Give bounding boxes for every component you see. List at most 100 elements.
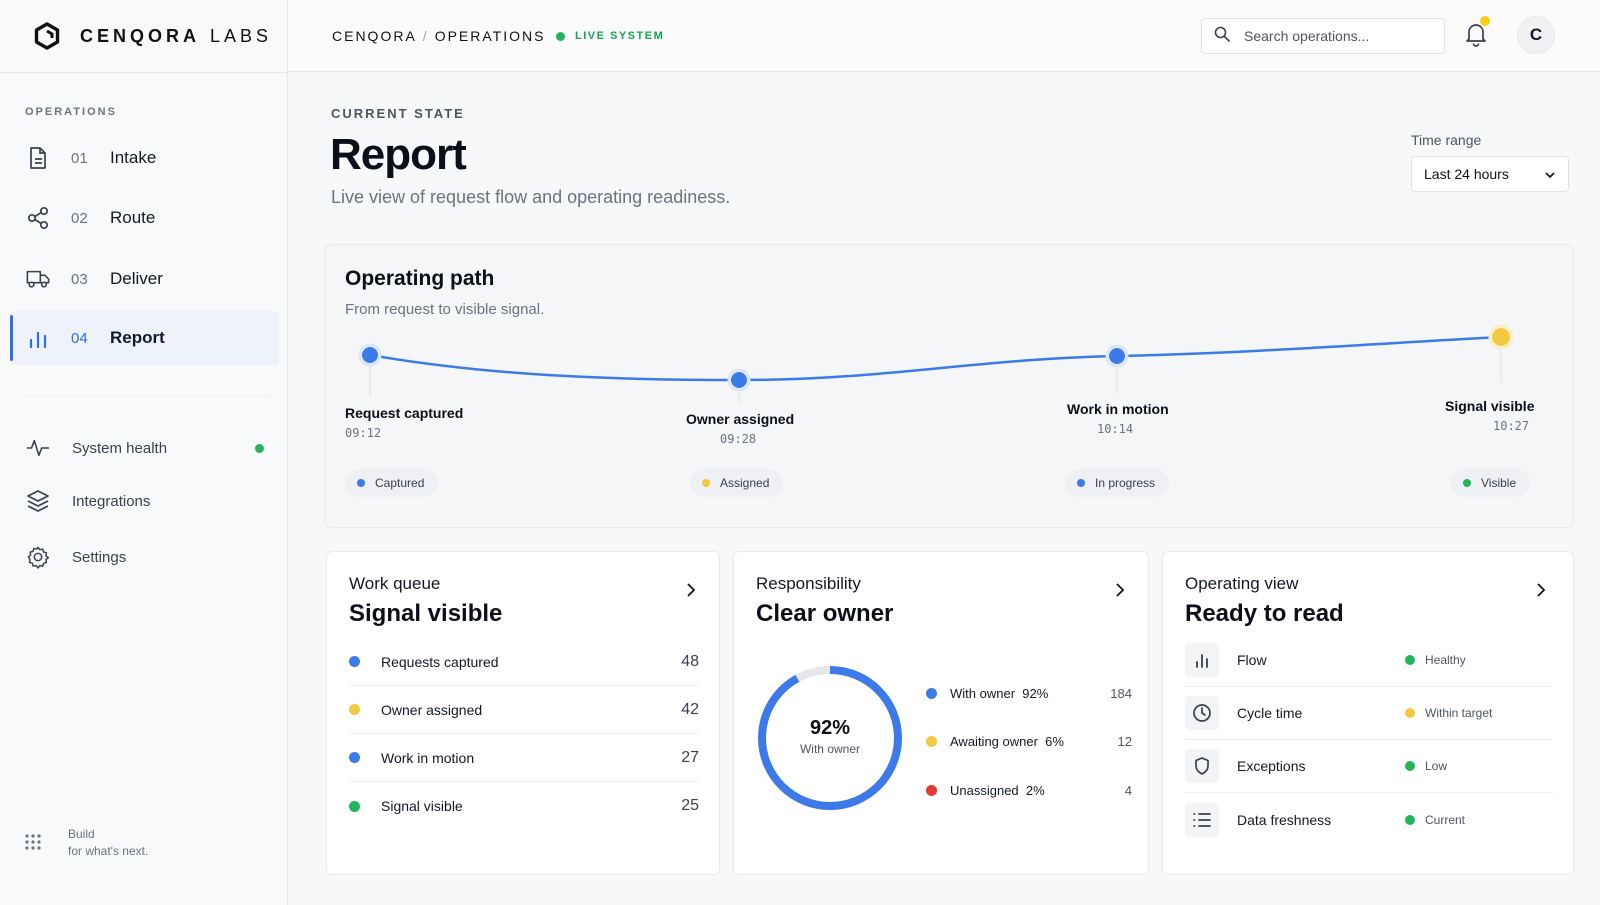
donut-label: With owner <box>799 742 861 756</box>
chevron-right-icon[interactable] <box>1533 582 1549 598</box>
search-input[interactable]: Search operations... <box>1201 18 1445 54</box>
status-text: Healthy <box>1425 653 1466 667</box>
operating-path-panel: Operating path From request to visible s… <box>324 244 1574 528</box>
status-indicator: Within target <box>1405 706 1492 720</box>
panel-subtitle: From request to visible signal. <box>345 301 545 318</box>
path-step-time: 09:12 <box>345 426 382 440</box>
chevron-right-icon[interactable] <box>1112 582 1128 598</box>
card-kicker: Work queue <box>349 574 441 593</box>
live-dot <box>556 31 565 41</box>
path-node-request-captured <box>362 347 378 363</box>
status-text: Within target <box>1425 706 1493 720</box>
work-queue-card: Work queue Signal visible Requests captu… <box>326 551 720 875</box>
sidebar-item-label: System health <box>72 439 168 457</box>
footer-line: for what's next. <box>68 844 149 858</box>
status-indicator: Current <box>1405 813 1465 827</box>
legend-value: 184 <box>1110 685 1132 701</box>
sidebar-item-label: Intake <box>110 148 157 167</box>
legend-label: Awaiting owner 6% <box>950 733 1064 749</box>
status-pill-label: Captured <box>375 476 425 490</box>
sidebar-item-integrations[interactable]: Integrations <box>10 481 279 521</box>
status-row-exceptions[interactable]: Exceptions Low <box>1185 740 1553 793</box>
shield-icon <box>1185 749 1219 783</box>
sidebar-section-label: OPERATIONS <box>25 106 117 118</box>
operating-path-chart <box>358 324 1514 403</box>
footer-text: Build for what's next. <box>68 826 148 860</box>
queue-row[interactable]: Requests captured 48 <box>349 638 699 686</box>
bar-chart-icon <box>26 326 50 350</box>
list-icon <box>1185 802 1219 837</box>
status-indicator: Healthy <box>1405 653 1466 667</box>
sidebar-item-system-health[interactable]: System health <box>10 428 279 468</box>
sidebar-item-route[interactable]: 02 Route <box>10 191 279 245</box>
status-dot <box>255 443 264 453</box>
queue-row[interactable]: Owner assigned 42 <box>349 686 699 734</box>
donut-center: 92% With owner <box>770 717 890 756</box>
status-text: Low <box>1425 759 1448 773</box>
avatar[interactable]: C <box>1517 16 1555 54</box>
path-step-time: 10:27 <box>1493 419 1530 433</box>
page-title: Report <box>330 130 467 179</box>
search-icon <box>1214 26 1230 47</box>
notifications-button[interactable] <box>1460 16 1492 52</box>
queue-row[interactable]: Work in motion 27 <box>349 734 699 782</box>
sidebar-divider <box>24 396 270 397</box>
sidebar-item-settings[interactable]: Settings <box>10 537 279 577</box>
top-bar: CENQORA / OPERATIONS LIVE SYSTEM Search op… <box>288 0 1600 72</box>
sidebar-item-report[interactable]: 04 Report <box>10 311 279 365</box>
legend-value: 12 <box>1117 733 1132 749</box>
legend-value: 4 <box>1124 782 1132 798</box>
status-pill-label: Assigned <box>720 476 770 490</box>
status-dot <box>702 479 710 487</box>
path-step-label: Owner assigned <box>686 411 795 427</box>
breadcrumb: CENQORA / OPERATIONS <box>332 28 545 44</box>
status-row-cycle-time[interactable]: Cycle time Within target <box>1185 687 1553 740</box>
chevron-right-icon[interactable] <box>683 582 699 598</box>
sidebar-item-deliver[interactable]: 03 Deliver <box>10 252 279 306</box>
status-dot <box>1463 479 1471 487</box>
card-title: Signal visible <box>349 600 503 627</box>
card-kicker: Operating view <box>1185 574 1299 593</box>
sidebar-item-label: Report <box>110 328 165 347</box>
status-dot <box>1077 479 1085 487</box>
card-title: Clear owner <box>756 600 894 627</box>
legend-dot <box>349 800 360 812</box>
sidebar-footer: Build for what's next. <box>24 826 148 860</box>
status-row-flow[interactable]: Flow Healthy <box>1185 634 1553 687</box>
sidebar-item-intake[interactable]: 01 Intake <box>10 131 279 185</box>
legend-dot <box>349 656 360 667</box>
sidebar-item-number: 01 <box>71 149 88 167</box>
notification-badge <box>1480 16 1490 26</box>
status-dot <box>1405 655 1415 665</box>
card-kicker: Responsibility <box>756 574 861 593</box>
gear-icon <box>26 545 50 569</box>
card-title: Ready to read <box>1185 600 1344 627</box>
live-label: LIVE SYSTEM <box>575 30 665 42</box>
sidebar-item-label: Integrations <box>72 492 151 510</box>
path-line <box>369 335 1502 382</box>
status-row-data-freshness[interactable]: Data freshness Current <box>1185 793 1553 846</box>
queue-row-label: Owner assigned <box>381 701 483 718</box>
path-step-time: 10:14 <box>1097 422 1134 436</box>
path-step-label: Signal visible <box>1445 398 1535 414</box>
status-dot <box>1405 761 1415 771</box>
brand-name: CENQORA LABS <box>80 25 273 46</box>
sidebar-item-label: Deliver <box>110 269 163 288</box>
status-dot <box>357 479 365 487</box>
legend-row: Unassigned 2% 4 <box>926 778 1132 802</box>
status-row-label: Exceptions <box>1237 758 1306 774</box>
legend-row: With owner 92% 184 <box>926 681 1132 705</box>
sidebar-item-label: Route <box>110 208 156 227</box>
donut-arc-with-owner <box>758 666 902 810</box>
document-icon <box>26 146 50 170</box>
status-pill-assigned: Assigned <box>690 469 784 497</box>
operating-view-card: Operating view Ready to read Flow Health… <box>1162 551 1574 875</box>
queue-row-label: Work in motion <box>381 749 475 766</box>
time-range-select[interactable]: Last 24 hours <box>1411 156 1569 192</box>
status-row-label: Data freshness <box>1237 811 1332 828</box>
share-nodes-icon <box>26 206 50 230</box>
status-pill-visible: Visible <box>1451 469 1531 497</box>
breadcrumb-root[interactable]: CENQORA <box>332 28 417 44</box>
queue-row[interactable]: Signal visible 25 <box>349 782 699 830</box>
brand[interactable]: CENQORA LABS <box>32 20 272 52</box>
